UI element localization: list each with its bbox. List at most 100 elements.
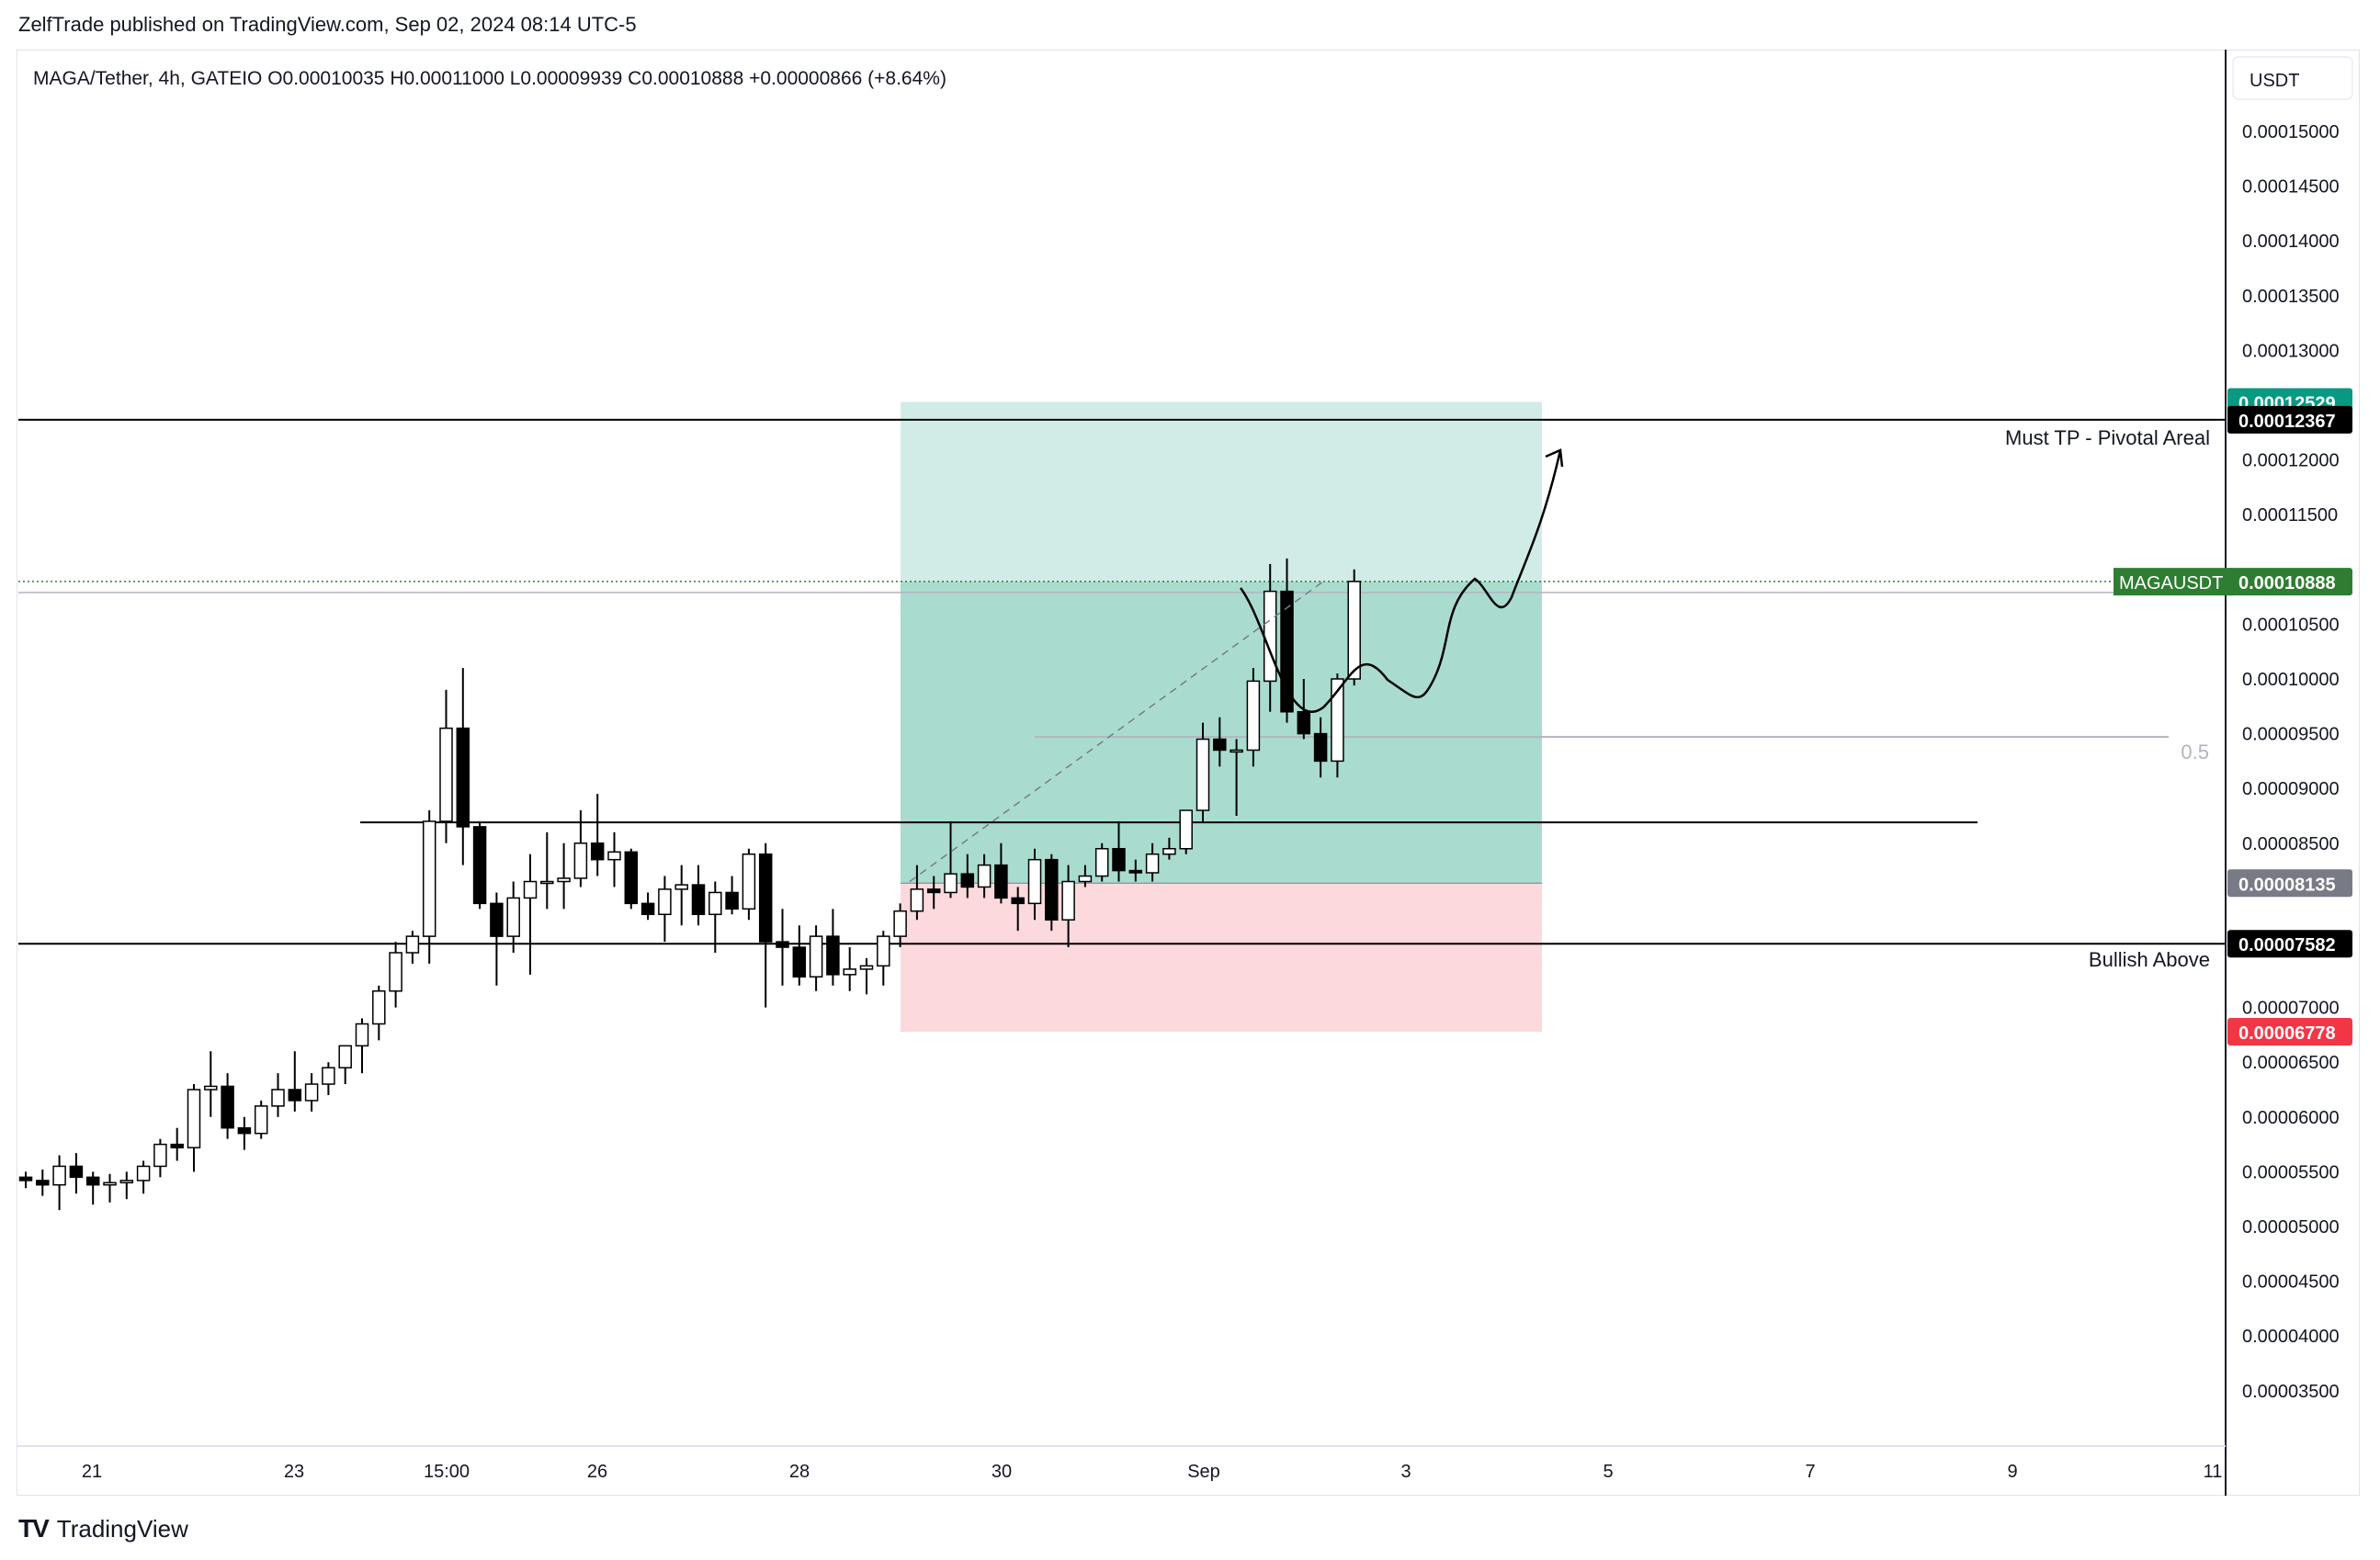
candle <box>422 810 436 964</box>
candle <box>254 1100 268 1139</box>
candle <box>119 1171 134 1200</box>
candle <box>170 1127 184 1161</box>
candle <box>187 1084 201 1172</box>
time-tick-label: 7 <box>1805 1462 1815 1482</box>
price-tick-label: 0.00006000 <box>2242 1108 2340 1128</box>
candle <box>944 820 958 899</box>
arrow-head-icon <box>1545 448 1564 468</box>
candle <box>456 668 470 865</box>
badge-symbol: MAGAUSDT <box>2119 573 2223 593</box>
price-tick-label: 0.00014500 <box>2242 177 2340 198</box>
price-tick-label: 0.00015000 <box>2242 122 2340 142</box>
price-tick-label: 0.00014000 <box>2242 232 2340 252</box>
candle <box>1128 859 1143 882</box>
candle <box>809 925 823 991</box>
candle <box>36 1170 50 1196</box>
badge-value: 0.00008135 <box>2238 875 2336 895</box>
candle <box>540 831 554 910</box>
candle <box>742 848 756 921</box>
price-tick-label: 0.00010500 <box>2242 615 2340 635</box>
candle <box>221 1073 234 1139</box>
candle <box>590 794 605 876</box>
candle <box>708 881 722 953</box>
time-tick-label: 23 <box>284 1462 304 1482</box>
candle <box>1045 853 1059 932</box>
candle <box>1027 848 1042 921</box>
projection-path[interactable] <box>1239 449 1562 713</box>
price-badge: 0.00008135 <box>2227 869 2352 898</box>
candle <box>1145 842 1160 882</box>
time-tick-label: 15:00 <box>424 1462 470 1482</box>
candle <box>322 1062 335 1095</box>
chart-frame <box>17 50 2360 1496</box>
price-tick-label: 0.00007000 <box>2242 999 2340 1019</box>
time-tick-label: 9 <box>2007 1462 2017 1482</box>
candle <box>103 1173 117 1203</box>
candle <box>792 925 807 986</box>
candle <box>288 1051 302 1112</box>
time-tick-label: 5 <box>1603 1462 1613 1482</box>
candle <box>338 1045 352 1085</box>
candle <box>18 1171 33 1189</box>
price-tick-label: 0.00009500 <box>2242 725 2340 745</box>
price-tick-label: 0.00005500 <box>2242 1162 2340 1182</box>
candle <box>1347 569 1361 686</box>
candle <box>658 876 672 943</box>
candle <box>472 820 487 910</box>
price-tick-label: 0.00013000 <box>2242 341 2340 361</box>
candle <box>893 903 907 948</box>
candle <box>859 957 874 995</box>
time-axis[interactable]: 21 23 15:00 26 28 30 Sep 3 5 7 9 11 <box>17 1445 2226 1482</box>
time-tick-label: 3 <box>1400 1462 1411 1482</box>
candle <box>977 853 992 899</box>
candle <box>691 865 706 926</box>
candle <box>573 810 588 887</box>
candle <box>1162 837 1176 860</box>
drawings <box>909 448 1564 883</box>
candle <box>237 1116 252 1150</box>
candle <box>372 985 386 1041</box>
time-tick-label: 28 <box>789 1462 810 1482</box>
price-badge: 0.00007582 <box>2227 930 2352 958</box>
chart-canvas[interactable]: MAGA/Tether, 4h, GATEIO O0.00010035 H0.0… <box>0 0 2380 1507</box>
badge-value: 0.00012367 <box>2238 412 2336 432</box>
currency-label: USDT <box>2250 71 2299 91</box>
tv-logo-icon: TV <box>18 1514 50 1543</box>
badge-value: 0.00007582 <box>2238 935 2336 955</box>
candle <box>271 1073 285 1117</box>
candle <box>640 892 655 921</box>
badge-value: 0.00006778 <box>2238 1023 2336 1044</box>
candle <box>1061 865 1075 948</box>
horizontal-levels <box>18 418 2226 945</box>
candle <box>960 853 975 899</box>
candle <box>490 892 504 986</box>
price-tick-label: 0.00005000 <box>2242 1217 2340 1238</box>
trend-line[interactable] <box>909 581 1324 883</box>
target-zone-light <box>901 401 1542 582</box>
time-tick-label: Sep <box>1187 1462 1220 1482</box>
candles <box>18 558 1361 1211</box>
price-tick-label: 0.00004000 <box>2242 1327 2340 1347</box>
time-tick-label: 26 <box>587 1462 607 1482</box>
annotation-bullish-above: Bullish Above <box>2089 948 2210 971</box>
price-badge: 0.00012367 <box>2227 405 2352 434</box>
candle <box>843 947 856 991</box>
price-badge: MAGAUSDT 0.00010888 <box>2114 568 2352 596</box>
price-tick-label: 0.00009000 <box>2242 779 2340 799</box>
candle <box>52 1155 66 1211</box>
candle <box>776 909 789 986</box>
price-axis[interactable]: USDT 0.00015000 0.00014500 0.00014000 0.000… <box>2225 50 2353 1496</box>
price-tick-label: 0.00004500 <box>2242 1272 2340 1293</box>
stop-zone <box>901 883 1542 1033</box>
currency-button[interactable] <box>2232 56 2353 100</box>
candle <box>877 931 890 986</box>
tradingview-logo[interactable]: TV TradingView <box>18 1514 188 1543</box>
candle <box>624 848 639 910</box>
tv-brand-text: TradingView <box>56 1514 188 1543</box>
candle <box>439 689 453 843</box>
candle <box>1213 717 1227 767</box>
candle <box>355 1018 369 1074</box>
candle <box>85 1171 100 1205</box>
candle <box>994 842 1008 904</box>
symbol-info: MAGA/Tether, 4h, GATEIO O0.00010035 H0.0… <box>33 68 946 89</box>
